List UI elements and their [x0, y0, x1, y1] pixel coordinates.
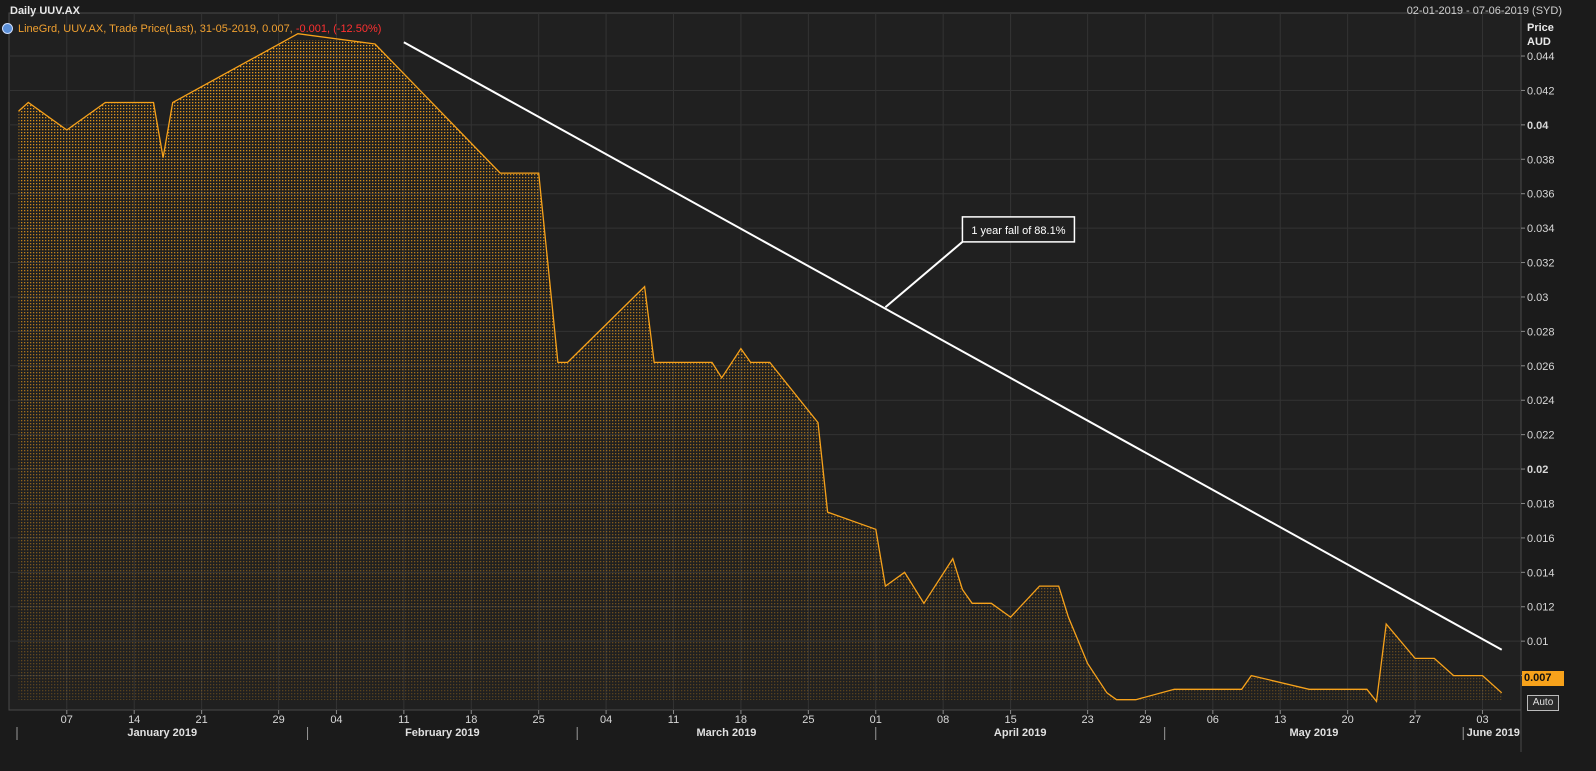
annotation-text: 1 year fall of 88.1%	[971, 225, 1065, 237]
legend-change: -0.001, (-12.50%)	[295, 23, 382, 35]
month-label: May 2019	[1289, 727, 1338, 739]
y-tick-label: 0.026	[1527, 361, 1555, 373]
x-tick-label: 08	[937, 714, 949, 726]
x-tick-label: 23	[1081, 714, 1093, 726]
x-tick-label: 11	[398, 714, 409, 726]
x-tick-label: 29	[1139, 714, 1151, 726]
series-settings-icon[interactable]	[2, 23, 13, 34]
y-tick-label: 0.01	[1527, 636, 1548, 648]
month-label: June 2019	[1467, 727, 1520, 739]
y-tick-label: 0.028	[1527, 326, 1555, 338]
x-tick-label: 13	[1274, 714, 1286, 726]
y-tick-label: 0.016	[1527, 533, 1555, 545]
x-tick-label: 21	[195, 714, 207, 726]
x-tick-label: 14	[128, 714, 140, 726]
annotation-box	[961, 216, 1076, 243]
y-tick-label: 0.03	[1527, 292, 1548, 304]
x-tick-label: 25	[802, 714, 814, 726]
last-price-tag: 0.007	[1522, 671, 1564, 686]
annotation: 1 year fall of 88.1%	[884, 216, 1076, 309]
x-tick-label: 15	[1004, 714, 1016, 726]
y-tick-label: 0.04	[1527, 120, 1549, 132]
x-tick-label: 18	[735, 714, 747, 726]
price-area-fill	[18, 33, 1502, 710]
y-axis-title-price: Price	[1527, 22, 1554, 34]
x-tick-label: 01	[870, 714, 882, 726]
legend-label: LineGrd, UUV.AX, Trade Price(Last), 31-0…	[18, 23, 293, 35]
date-range: 02-01-2019 - 07-06-2019 (SYD)	[1406, 5, 1562, 17]
trendline-segment	[403, 41, 1503, 651]
x-tick-label: 25	[533, 714, 545, 726]
y-tick-label: 0.032	[1527, 258, 1555, 270]
x-tick-label: 03	[1476, 714, 1488, 726]
y-axis: 0.0080.010.0120.0140.0160.0180.020.0220.…	[1521, 51, 1555, 683]
x-axis: 07 14 21 29 04 11 18 25 04 11 18 25 01 08 15 23 29 06 13 20…	[16, 710, 1520, 740]
y-tick-label: 0.036	[1527, 189, 1555, 201]
x-tick-label: 11	[668, 714, 679, 726]
y-tick-label: 0.018	[1527, 498, 1555, 510]
y-tick-label: 0.022	[1527, 430, 1555, 442]
month-label: January 2019	[127, 727, 197, 739]
y-tick-label: 0.034	[1527, 223, 1555, 235]
y-tick-label: 0.044	[1527, 51, 1555, 63]
x-tick-label: 07	[61, 714, 73, 726]
x-tick-label: 20	[1342, 714, 1354, 726]
auto-scale-button[interactable]: Auto	[1527, 695, 1559, 711]
x-tick-label: 04	[330, 714, 342, 726]
price-area	[18, 33, 1503, 710]
x-tick-label: 06	[1207, 714, 1219, 726]
annotation-pointer	[884, 241, 964, 309]
month-label: March 2019	[697, 727, 757, 739]
month-label: February 2019	[405, 727, 480, 739]
chart-title: Daily UUV.AX	[10, 5, 80, 17]
x-tick-label: 27	[1409, 714, 1421, 726]
y-tick-label: 0.038	[1527, 154, 1555, 166]
x-tick-label: 04	[600, 714, 612, 726]
y-tick-label: 0.014	[1527, 567, 1555, 579]
y-tick-label: 0.024	[1527, 395, 1555, 407]
price-line	[18, 33, 1503, 704]
y-axis-title-currency: AUD	[1527, 36, 1551, 48]
x-tick-label: 29	[273, 714, 285, 726]
trendline	[403, 41, 1503, 651]
x-tick-label: 18	[465, 714, 477, 726]
legend: LineGrd, UUV.AX, Trade Price(Last), 31-0…	[2, 23, 382, 35]
y-tick-label: 0.012	[1527, 602, 1555, 614]
y-tick-label: 0.02	[1527, 464, 1548, 476]
y-axis-title: Price AUD	[1527, 21, 1554, 49]
y-tick-label: 0.042	[1527, 85, 1555, 97]
month-label: April 2019	[994, 727, 1047, 739]
